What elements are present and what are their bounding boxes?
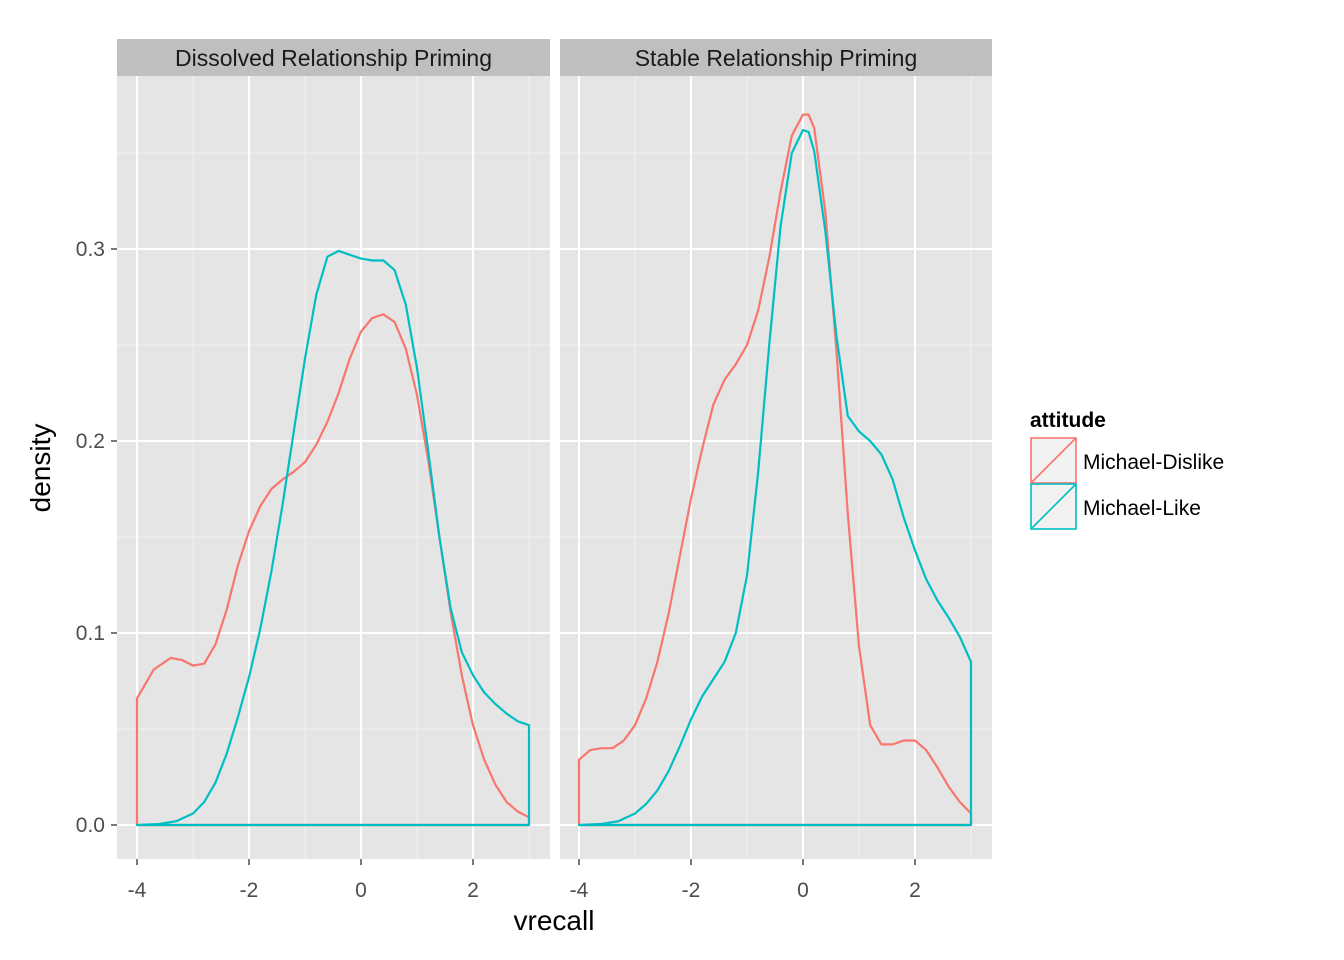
x-tick-label: -4 [570, 879, 589, 902]
x-tick-label: 2 [909, 879, 921, 902]
y-tick-label: 0.3 [76, 238, 105, 261]
minor-grid [560, 76, 992, 859]
y-axis-title: density [25, 424, 56, 513]
x-tick-label: 2 [467, 879, 479, 902]
series-group [577, 113, 973, 827]
series-group [135, 249, 531, 827]
density-curve-michael-dislike [577, 113, 973, 827]
y-tick-label: 0.1 [76, 622, 105, 645]
x-axis-title: vrecall [514, 905, 595, 936]
legend-label: Michael-Like [1083, 497, 1201, 520]
density-curve-michael-like [135, 249, 531, 827]
facet-panel-dissolved: Dissolved Relationship Priming [117, 39, 550, 859]
y-axis: 0.0 0.1 0.2 0.3 [76, 238, 117, 837]
legend-title: attitude [1030, 409, 1106, 432]
panel-background [560, 76, 992, 859]
y-tick-label: 0.2 [76, 430, 105, 453]
strip-title: Stable Relationship Priming [635, 45, 918, 71]
strip-background [560, 39, 992, 76]
legend-label: Michael-Dislike [1083, 451, 1224, 474]
legend-key-line [1030, 437, 1077, 484]
y-tick-label: 0.0 [76, 814, 105, 837]
x-tick-label: 0 [797, 879, 809, 902]
x-tick-label: -4 [128, 879, 147, 902]
legend: attitude Michael-Dislike Michael-Like [1030, 409, 1224, 530]
strip-title: Dissolved Relationship Priming [175, 45, 492, 71]
x-tick-label: 0 [355, 879, 367, 902]
facet-panel-stable: Stable Relationship Priming [560, 39, 992, 859]
legend-key-line [1030, 483, 1077, 530]
minor-grid [117, 76, 550, 859]
density-curve-michael-dislike [135, 313, 531, 827]
strip-background [117, 39, 550, 76]
major-grid [117, 76, 550, 859]
panel-background [117, 76, 550, 859]
x-axis: -4 -2 0 2 -4 -2 0 2 [128, 859, 921, 902]
x-tick-label: -2 [240, 879, 259, 902]
density-curve-michael-like [577, 128, 973, 827]
x-tick-label: -2 [682, 879, 701, 902]
legend-items: Michael-Dislike Michael-Like [1030, 437, 1224, 530]
